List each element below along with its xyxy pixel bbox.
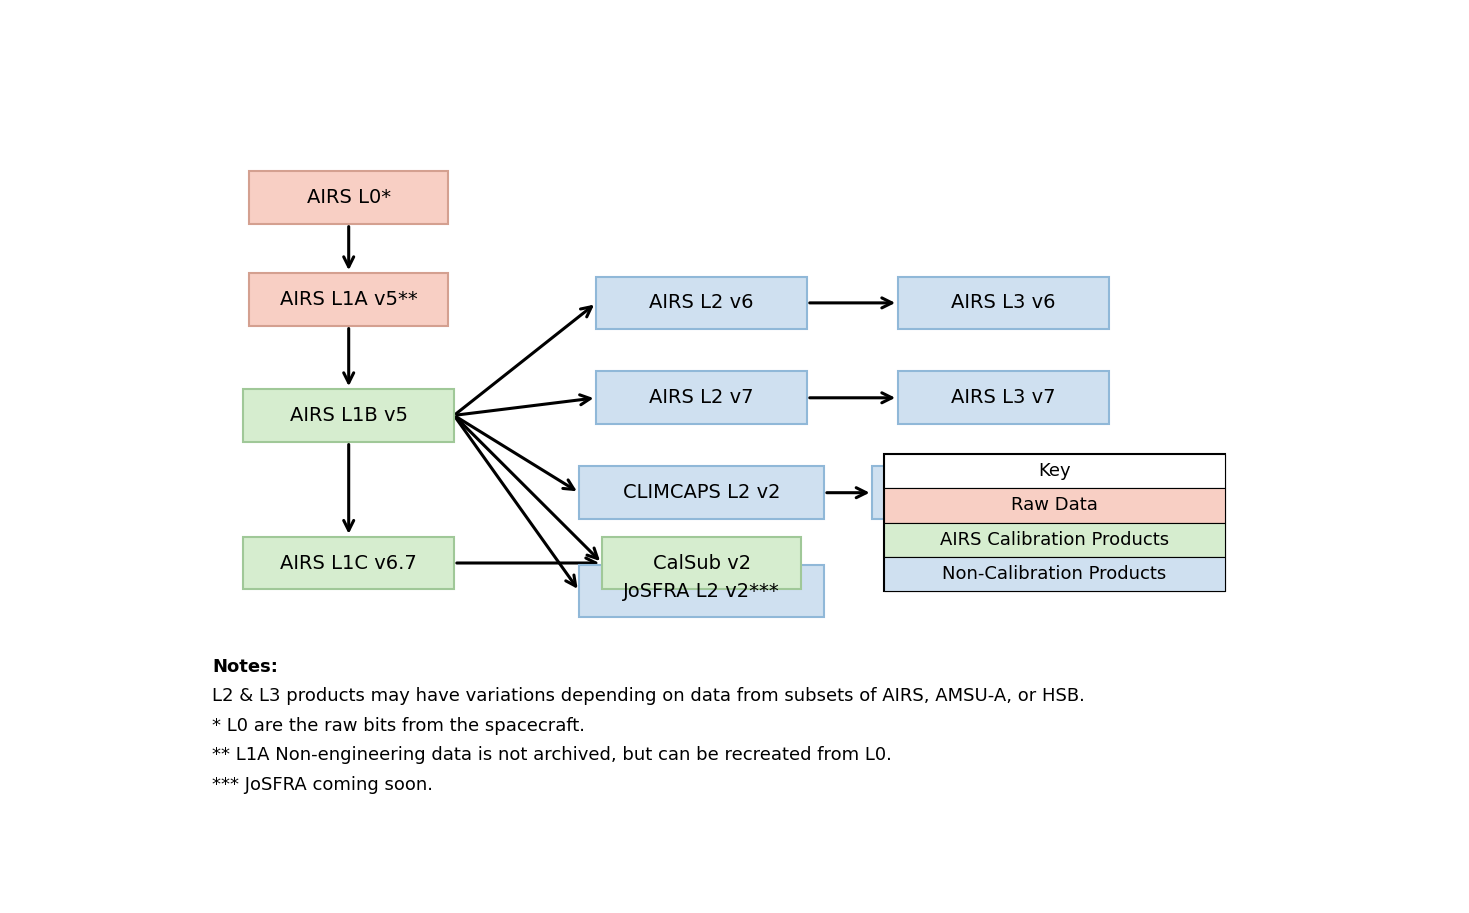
FancyBboxPatch shape <box>250 171 448 224</box>
FancyBboxPatch shape <box>244 537 454 590</box>
Bar <box>884 488 1225 522</box>
Text: * L0 are the raw bits from the spacecraft.: * L0 are the raw bits from the spacecraf… <box>212 717 585 735</box>
Text: JoSFRA L2 v2***: JoSFRA L2 v2*** <box>623 582 780 601</box>
Text: AIRS L1C v6.7: AIRS L1C v6.7 <box>281 553 417 572</box>
FancyBboxPatch shape <box>898 277 1109 330</box>
Text: L2 & L3 products may have variations depending on data from subsets of AIRS, AMS: L2 & L3 products may have variations dep… <box>212 687 1086 706</box>
FancyBboxPatch shape <box>579 565 824 617</box>
Text: AIRS L0*: AIRS L0* <box>307 188 391 207</box>
FancyBboxPatch shape <box>244 389 454 442</box>
Text: AIRS L1A v5**: AIRS L1A v5** <box>279 289 417 309</box>
Text: Key: Key <box>1039 462 1071 480</box>
FancyBboxPatch shape <box>596 372 806 425</box>
Bar <box>884 454 1225 591</box>
Text: AIRS L1B v5: AIRS L1B v5 <box>289 406 408 425</box>
Text: CalSub v2: CalSub v2 <box>652 553 751 572</box>
Text: CLIMCAPS L2 v2: CLIMCAPS L2 v2 <box>623 483 780 502</box>
Text: ** L1A Non-engineering data is not archived, but can be recreated from L0.: ** L1A Non-engineering data is not archi… <box>212 747 892 764</box>
FancyBboxPatch shape <box>602 537 801 590</box>
Text: AIRS L3 v6: AIRS L3 v6 <box>950 293 1056 312</box>
Bar <box>884 557 1225 591</box>
Text: Raw Data: Raw Data <box>1011 497 1097 514</box>
FancyBboxPatch shape <box>898 372 1109 425</box>
FancyBboxPatch shape <box>250 273 448 326</box>
Text: Notes:: Notes: <box>212 658 278 676</box>
Bar <box>884 454 1225 488</box>
Text: *** JoSFRA coming soon.: *** JoSFRA coming soon. <box>212 776 433 794</box>
FancyBboxPatch shape <box>873 467 1134 519</box>
Text: AIRS L3 v7: AIRS L3 v7 <box>950 388 1056 407</box>
Text: AIRS L2 v7: AIRS L2 v7 <box>649 388 754 407</box>
FancyBboxPatch shape <box>579 467 824 519</box>
FancyBboxPatch shape <box>596 277 806 330</box>
Text: Non-Calibration Products: Non-Calibration Products <box>943 565 1166 583</box>
Text: CLIMCAPS L3 v2: CLIMCAPS L3 v2 <box>924 483 1083 502</box>
Bar <box>884 522 1225 557</box>
Text: AIRS Calibration Products: AIRS Calibration Products <box>940 530 1169 549</box>
Text: AIRS L2 v6: AIRS L2 v6 <box>649 293 754 312</box>
